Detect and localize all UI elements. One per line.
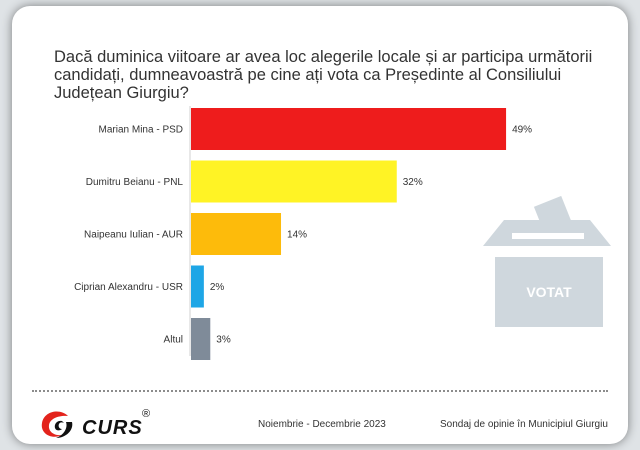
category-label: Ciprian Alexandru - USR [74,282,183,293]
registered-mark: ® [142,408,151,420]
value-label: 2% [210,282,225,293]
footer-divider [32,390,608,392]
ballot-slot [512,233,584,239]
bar [191,265,204,308]
value-label: 3% [216,335,231,346]
curs-logo: CURS ® [38,408,168,440]
ballot-box-label: VOTAT [526,284,572,300]
category-label: Marian Mina - PSD [99,125,183,136]
category-label: Naipeanu Iulian - AUR [84,230,183,241]
bars-layer: Marian Mina - PSD 49% Dumitru Beianu - PNL… [74,108,532,360]
bar-chart: Marian Mina - PSD 49% Dumitru Beianu - PNL… [74,106,611,360]
bar [191,108,507,150]
category-label: Dumitru Beianu - PNL [86,177,184,188]
footer-date: Noiembrie - Decembrie 2023 [258,419,386,430]
value-label: 32% [403,177,423,188]
logo-text: CURS [82,417,143,439]
bar [191,213,282,255]
bar [191,318,211,360]
footer-source: Sondaj de opinie în Municipiul Giurgiu [440,419,608,430]
ballot-box-body [495,257,603,327]
bar [191,160,397,203]
chart-title: Dacă duminica viitoare ar avea loc alege… [54,48,593,102]
ballot-box-icon: VOTAT [483,192,611,327]
category-label: Altul [164,335,183,346]
value-label: 14% [287,230,307,241]
chart-card: Dacă duminica viitoare ar avea loc alege… [12,6,628,444]
value-label: 49% [512,125,532,136]
curs-swirl-icon [41,411,73,438]
